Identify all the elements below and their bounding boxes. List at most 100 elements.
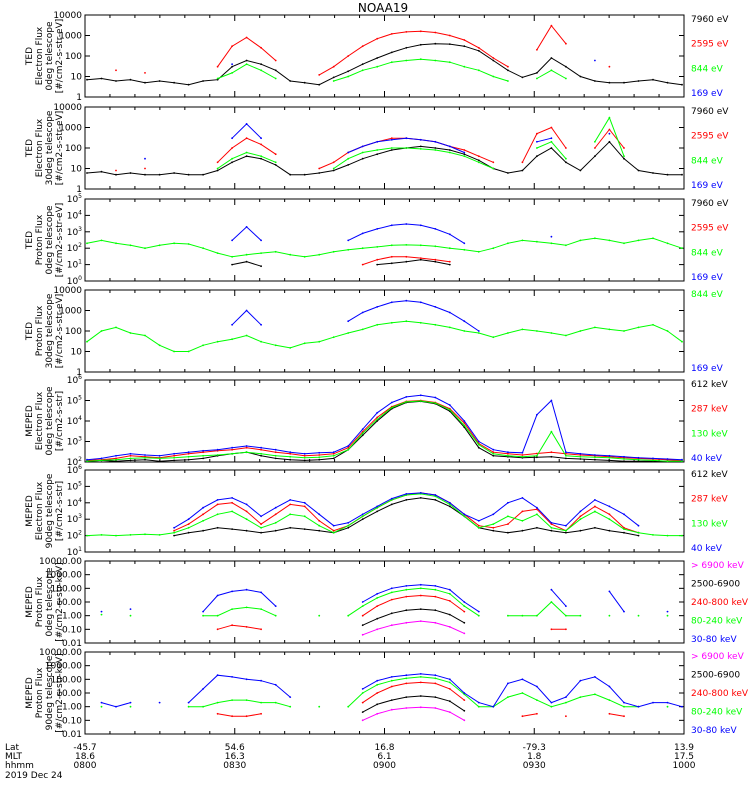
legend-entry: > 6900 keV [691,561,745,571]
series-line [232,259,450,267]
series-line [86,320,683,352]
y-label-line: Electron Flux [35,481,45,540]
data-point [260,137,262,140]
series-240-800-kev [216,594,567,631]
x-tick-hhmm: 0900 [373,761,396,771]
y-tick-label: 10000 [53,286,82,296]
series-169-ev [231,299,480,332]
series-line [231,300,480,332]
y-tick-label: 10 [71,73,83,83]
x-tick-hhmm: 0800 [74,761,97,771]
data-point [202,705,205,708]
series--6900-kev [361,706,466,722]
x-row-label: Lat [5,743,20,753]
series-line [173,492,639,529]
legend-entry: 7960 eV [691,15,729,25]
series-line [86,399,683,461]
legend-entry: 612 keV [691,470,728,480]
series-844-ev [86,237,683,258]
y-label-line: 30deg telescope [45,110,55,185]
data-point [187,705,190,708]
data-point [565,715,567,718]
data-point [477,705,480,708]
legend-entry: 40 keV [691,454,723,464]
panel-frame [84,198,685,282]
x-tick-hhmm: 1000 [673,761,696,771]
y-tick-label: 10000.00 [39,557,82,567]
series-line [86,400,682,462]
data-point [100,705,103,708]
y-label-line: [#/cm2-s-str] [55,391,65,451]
data-point [100,610,103,613]
y-tick-exponent: 2 [78,242,82,249]
x-tick-hhmm: 0830 [223,761,246,771]
data-point [550,235,553,238]
data-point [608,132,611,135]
data-point [115,169,117,172]
y-label-line: MEPED [25,677,35,709]
y-label-line: 90deg telescope [45,655,55,730]
y-label-line: [#/cm2-s-str-eV] [55,111,65,186]
x-tick-mlt: 1.8 [527,752,542,762]
y-axis-label: TED Electron Flux 30deg telescope [#/cm2-s-… [25,110,65,185]
series-2595-ev [115,25,610,76]
legend-entry: 169 eV [691,181,724,191]
series-line [174,497,639,537]
data-point [536,614,538,617]
y-tick-exponent: 1 [78,546,82,553]
series-612-kev [173,497,640,537]
data-point [129,614,132,617]
y-tick-label: 1000.00 [45,571,82,581]
y-label-line: Proton Flux [35,576,45,627]
y-label-line: 30deg telescope [45,293,55,368]
legend-entry: 612 keV [691,380,728,390]
y-label-line: [#/cm2-s-str-keV] [55,562,65,641]
y-tick-label: 100 [65,327,82,337]
y-tick-label: 102 [67,530,82,542]
data-point [623,705,625,708]
y-tick-exponent: 3 [78,226,82,233]
y-label-line: MEPED [25,405,35,437]
series-line [86,493,682,537]
y-tick-exponent: 2 [78,456,82,463]
series-7960-ev [86,42,683,86]
y-tick-exponent: 6 [78,374,82,381]
data-point [231,45,234,48]
series-line [86,43,683,86]
legend-entry: 2500-6900 [691,580,740,590]
y-tick-label: 104 [67,415,82,427]
legend-entry: 7960 eV [691,107,729,117]
y-tick-label: 1.00 [62,703,82,713]
legend-entry: 40 keV [691,544,723,554]
y-tick-exponent: 6 [78,464,82,471]
y-tick-label: 1 [76,93,82,103]
data-point [144,157,146,160]
legend-entry: 844 eV [691,156,724,166]
y-tick-label: 0.10 [62,716,82,726]
y-tick-label: 10000.00 [39,648,82,658]
series--6900-kev [361,620,466,636]
y-label-line: 0deg telescope [45,205,55,275]
series-line [86,400,682,462]
series-7960-ev [231,258,451,268]
data-point [507,614,509,617]
y-label-line: Electron Flux [35,118,45,177]
data-point [347,705,350,708]
data-point [666,614,669,617]
series-612-kev [86,400,683,463]
legend-entry: 2595 eV [691,132,729,142]
y-label-line: Proton Flux [35,305,45,356]
series-40-kev [173,492,640,529]
y-tick-exponent: 1 [78,259,82,266]
y-tick-exponent: 3 [78,513,82,520]
legend-entry: 844 eV [691,64,724,74]
series-844-ev [216,116,625,170]
y-tick-exponent: 4 [78,497,82,504]
x-tick-mlt: 6.1 [377,752,391,762]
series-line [217,58,567,82]
y-tick-label: 10 [71,348,83,358]
y-tick-exponent: 2 [78,530,82,537]
legend-entry: 30-80 keV [691,635,737,645]
